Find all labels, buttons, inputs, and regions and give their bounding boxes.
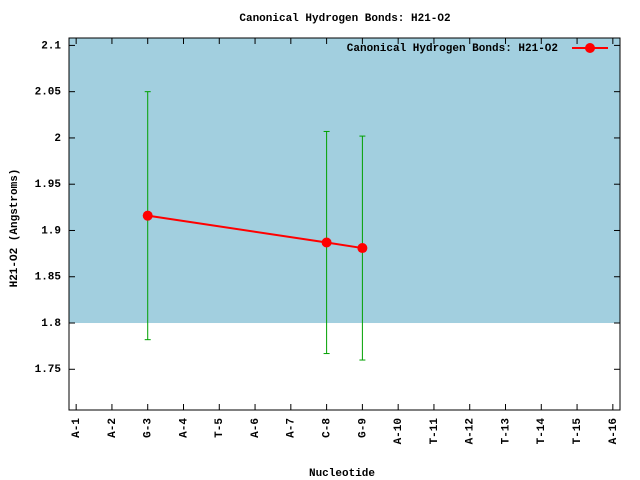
x-tick-label: A-4 bbox=[178, 418, 190, 438]
y-tick-label: 1.85 bbox=[35, 272, 62, 284]
x-tick-label: T-13 bbox=[500, 418, 512, 445]
x-tick-label: A-2 bbox=[107, 418, 119, 438]
x-tick-label: T-11 bbox=[429, 418, 441, 445]
x-tick-label: A-16 bbox=[608, 418, 620, 444]
data-point bbox=[142, 210, 153, 221]
y-tick-label: 2.1 bbox=[41, 40, 61, 52]
x-tick-label: A-7 bbox=[286, 418, 298, 438]
x-tick-label: A-1 bbox=[71, 418, 83, 438]
y-axis-label: H21-O2 (Angstroms) bbox=[9, 169, 21, 288]
chart-title: Canonical Hydrogen Bonds: H21-O2 bbox=[239, 13, 450, 25]
y-tick-label: 2.05 bbox=[35, 87, 62, 99]
x-tick-label: G-9 bbox=[357, 418, 369, 438]
canonical-band bbox=[69, 38, 620, 324]
legend-marker bbox=[585, 43, 595, 53]
y-tick-label: 2 bbox=[54, 133, 61, 145]
x-tick-label: A-6 bbox=[250, 418, 262, 438]
y-tick-label: 1.75 bbox=[35, 364, 62, 376]
x-tick-label: G-3 bbox=[143, 418, 155, 438]
x-tick-label: T-15 bbox=[572, 418, 584, 445]
plot-frame bbox=[68, 37, 621, 411]
y-tick-label: 1.8 bbox=[41, 318, 61, 330]
x-axis-label: Nucleotide bbox=[309, 468, 375, 480]
y-tick-label: 1.95 bbox=[35, 179, 62, 191]
x-tick-label: C-8 bbox=[322, 418, 334, 438]
x-tick-label: T-5 bbox=[214, 418, 226, 438]
y-tick-label: 1.9 bbox=[41, 225, 61, 237]
x-tick-label: A-10 bbox=[393, 418, 405, 444]
data-point bbox=[357, 243, 368, 254]
x-tick-label: T-14 bbox=[536, 418, 548, 445]
legend-label: Canonical Hydrogen Bonds: H21-O2 bbox=[347, 43, 558, 55]
x-tick-label: A-12 bbox=[465, 418, 477, 444]
data-point bbox=[321, 237, 332, 248]
